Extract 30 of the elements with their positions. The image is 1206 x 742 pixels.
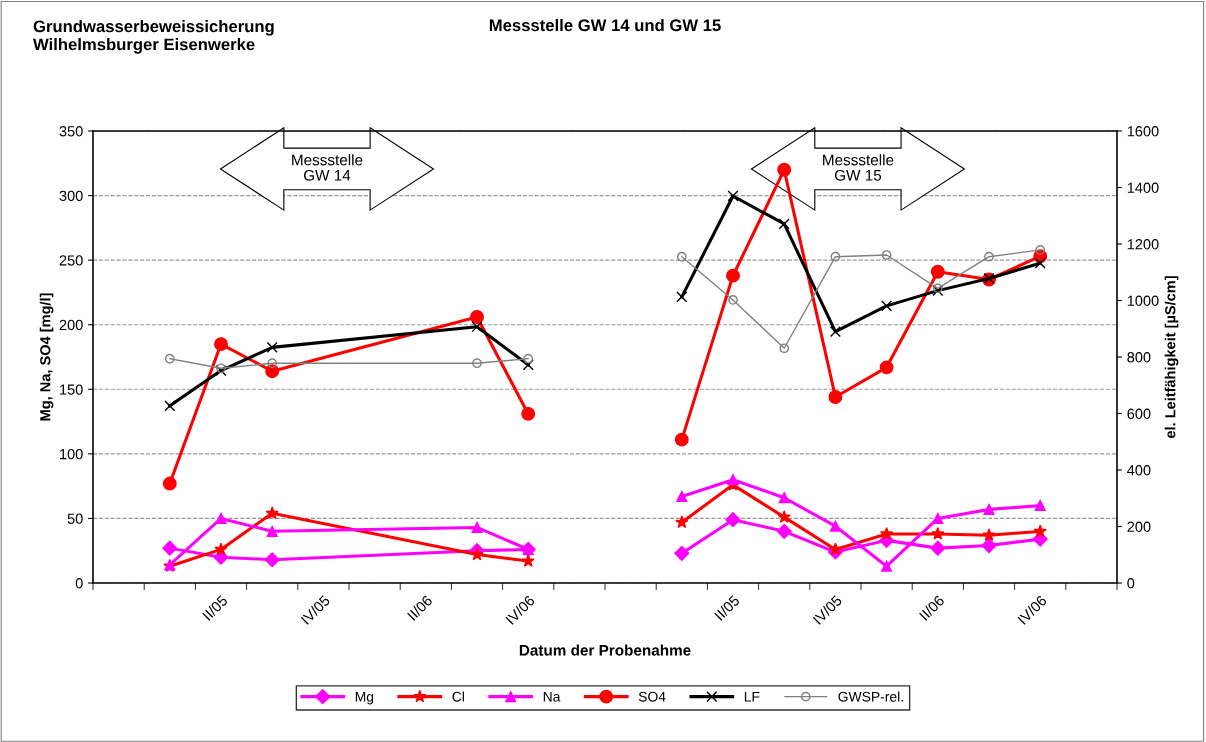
legend-label: GWSP-rel. [838,691,903,702]
legend-label: Cl [452,691,464,702]
text: Grundwasserbeweissicherung Wilhelmsburger Eisenwerke [33,20,274,54]
y-tick-label: 350 [59,126,83,137]
y2-tick-label: 1600 [1127,126,1159,137]
y2-tick-label: 1400 [1127,182,1159,193]
y-tick-label: 300 [59,190,83,201]
y2-tick-label: 1000 [1127,295,1159,306]
legend-label: Mg [355,691,374,705]
y2-tick-label: 0 [1127,578,1135,589]
chart-title: Messstelle GW 14 und GW 15 [489,18,721,32]
y2-tick-label: 600 [1127,408,1151,419]
y-tick-label: 250 [59,255,83,266]
legend-label: Na [543,691,561,702]
y2-tick-label: 400 [1127,465,1151,476]
y2-tick-label: 1200 [1127,239,1159,250]
y-tick-label: 50 [67,513,83,524]
annotation: Messstelle GW 15 [823,154,894,181]
legend-label: SO4 [638,691,666,702]
y2-tick-label: 800 [1127,352,1151,363]
y2-tick-label: 200 [1127,521,1151,532]
y-axis-title: Mg, Na, SO4 [mg/l] [39,293,54,421]
y-tick-label: 100 [60,448,83,460]
annotation: Messstelle GW 14 [292,154,363,181]
y-tick-label: 200 [59,319,83,331]
y-tick-label: 150 [60,384,83,395]
y-tick-label: 0 [75,578,83,589]
y2-axis-title: el. Leitfähigkeit [µS/cm] [1164,276,1179,439]
x-axis-title: Datum der Probenahme [519,644,691,656]
legend-label: LF [744,691,760,702]
